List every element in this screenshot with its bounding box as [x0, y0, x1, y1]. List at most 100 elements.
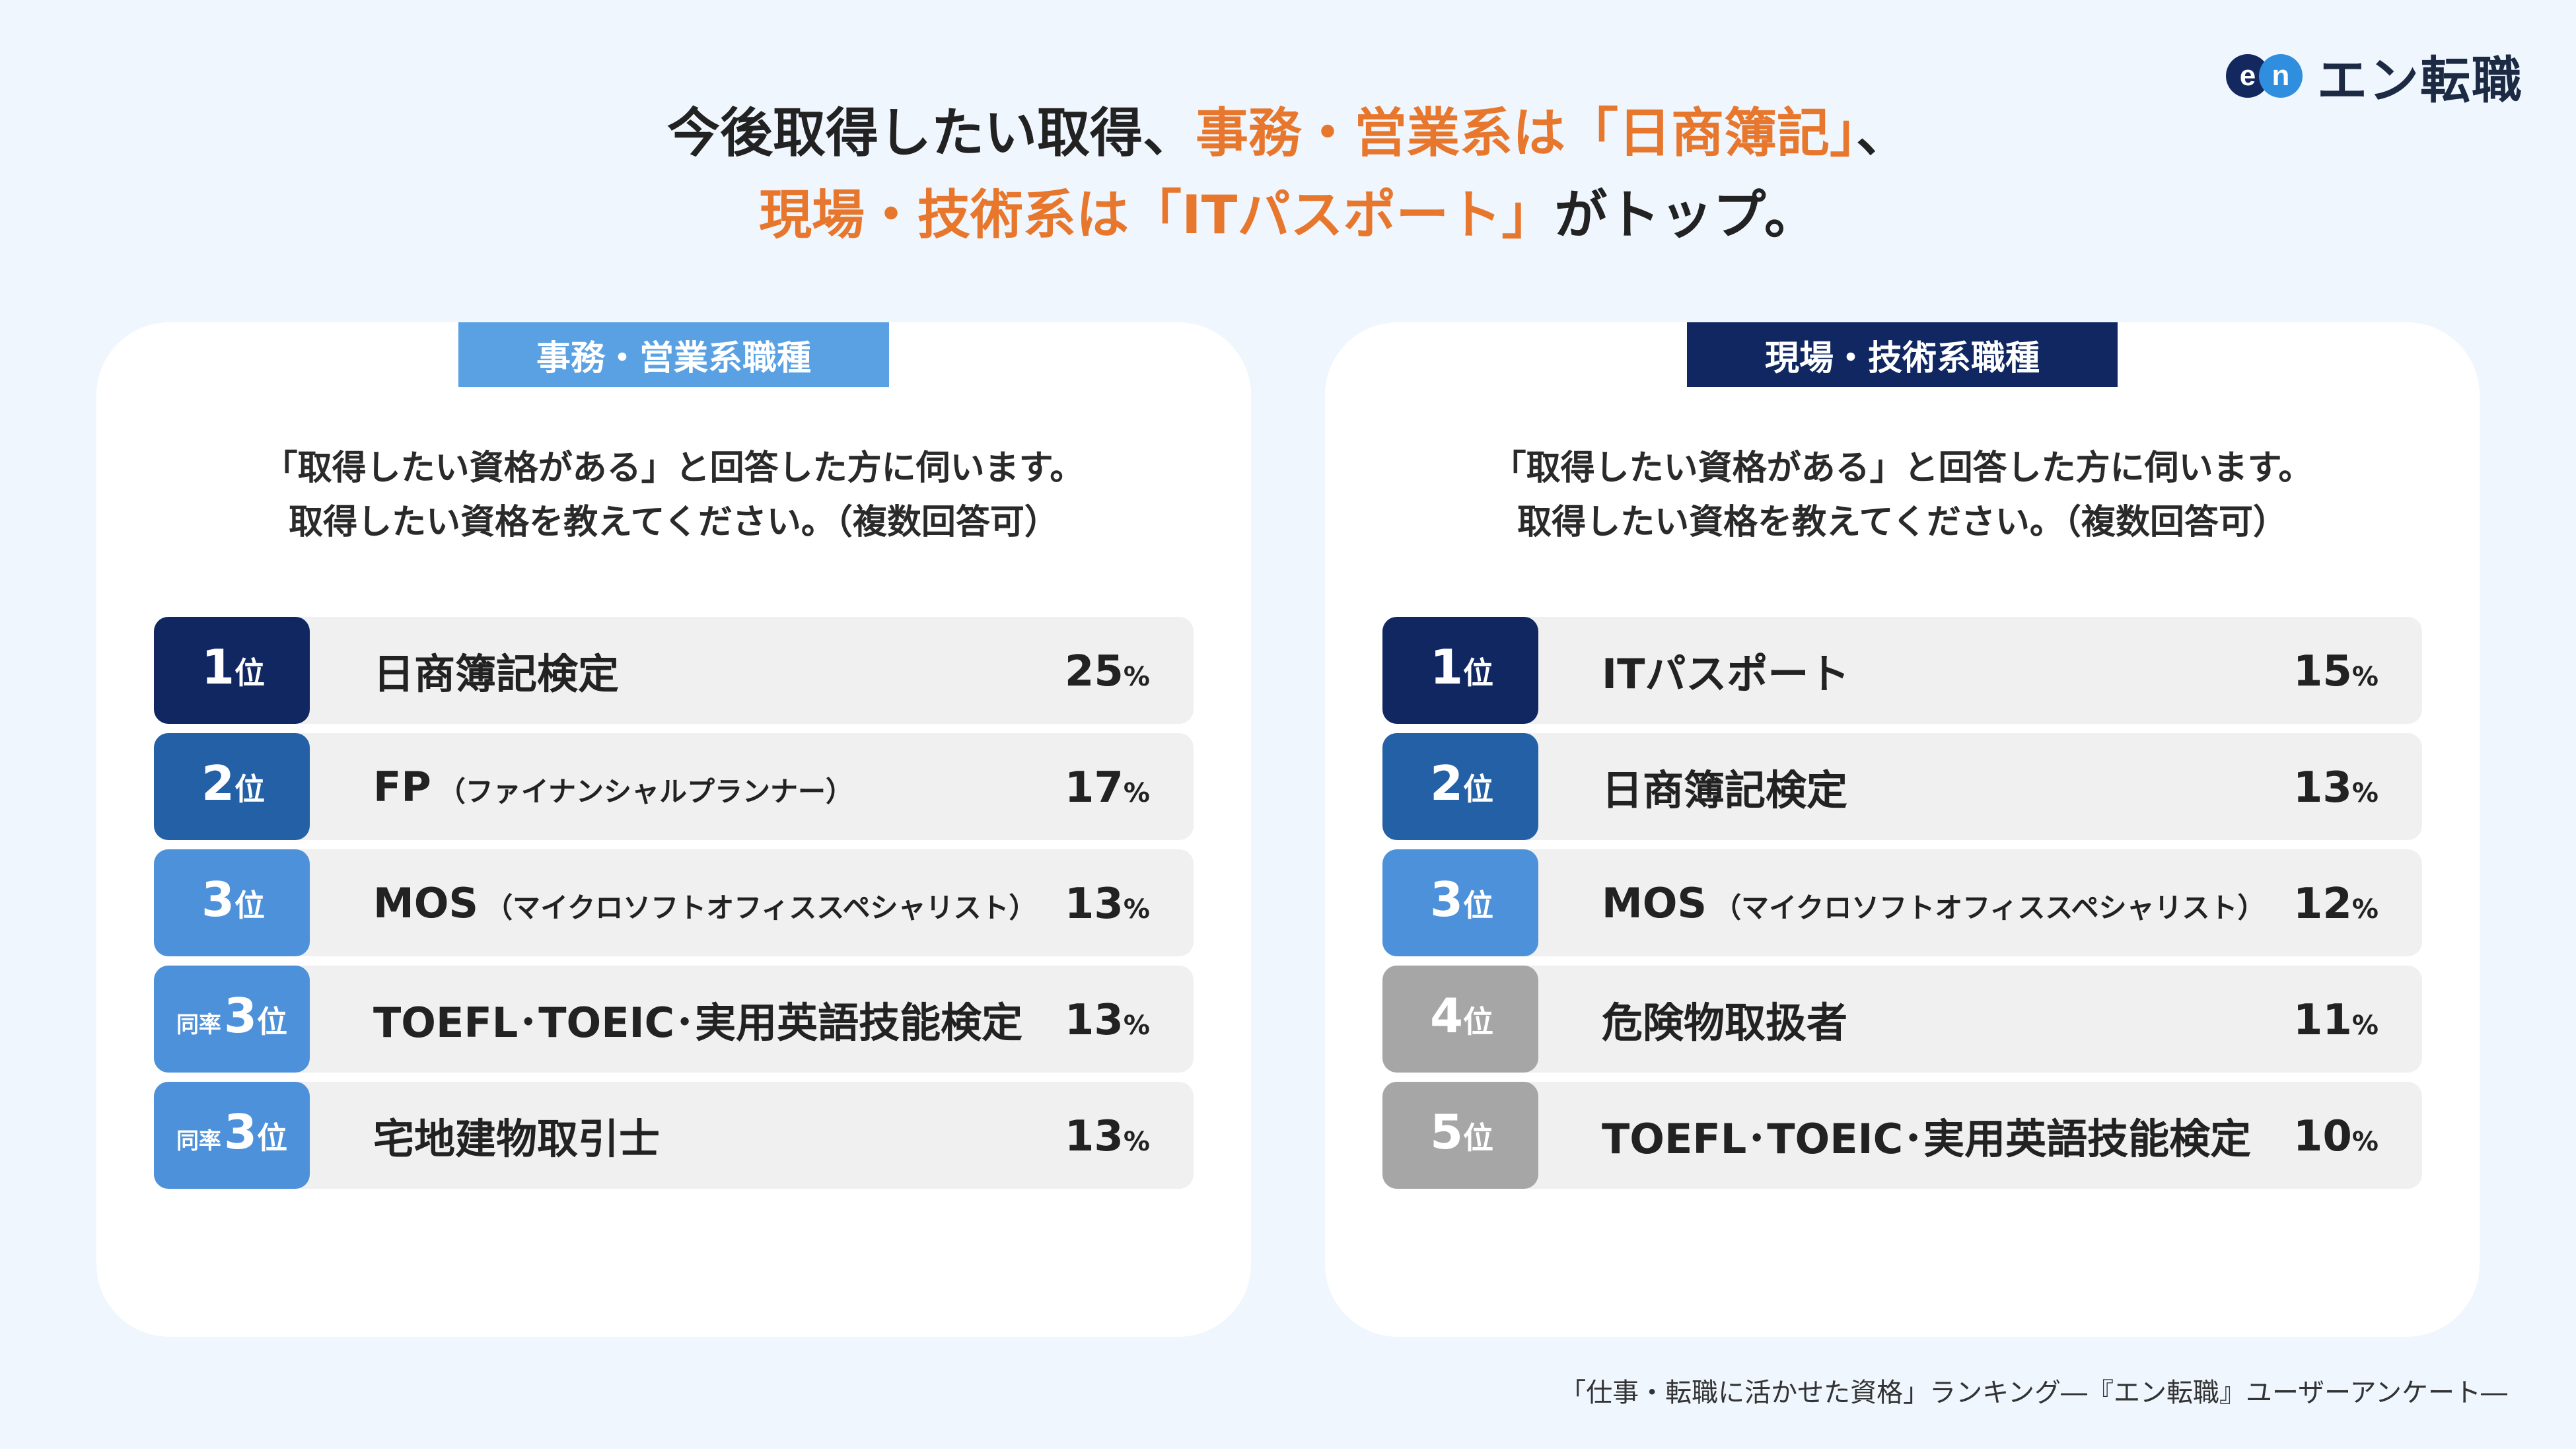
percentage-value: 13	[1064, 1112, 1124, 1161]
percentage: 11%	[2293, 996, 2379, 1045]
rank-suffix: 位	[1463, 1120, 1494, 1156]
qualification-name: 宅地建物取引士	[373, 1106, 666, 1165]
percentage: 17%	[1065, 763, 1150, 812]
ranking-row: 同率 3 位 宅地建物取引士 13%	[154, 1082, 1194, 1189]
headline-part: 、	[1856, 102, 1909, 164]
percentage-value: 13	[1064, 996, 1124, 1045]
rank-tie-label: 同率	[176, 1128, 221, 1154]
qualification-main: MOS	[1602, 878, 1707, 927]
qualification-name: TOEFL･TOEIC･実用英語技能検定	[1602, 1106, 2258, 1165]
rank-number: 3	[201, 872, 235, 927]
source-note: 「仕事・転職に活かせた資格」ランキング―『エン転職』ユーザーアンケート―	[1559, 1378, 2507, 1408]
en-tenshoku-logo: e n エン転職	[2226, 40, 2523, 112]
percentage-unit: %	[1123, 662, 1150, 692]
percentage-value: 13	[2293, 763, 2352, 812]
panel-tag: 現場・技術系職種	[1687, 322, 2118, 387]
percentage-value: 10	[2293, 1112, 2352, 1161]
qualification-sub: （マイクロソフトオフィススペシャリスト）	[485, 891, 1037, 924]
rank-number: 1	[1429, 639, 1464, 695]
qualification-name: TOEFL･TOEIC･実用英語技能検定	[373, 989, 1029, 1049]
rank-suffix: 位	[234, 771, 266, 807]
qualification-name: FP （ファイナンシャルプランナー）	[373, 763, 853, 811]
rank-suffix: 位	[257, 1004, 288, 1040]
qualification-name: ITパスポート	[1602, 641, 1856, 700]
question-line: 「取得したい資格がある」と回答した方に伺います。	[263, 448, 1085, 488]
rank-suffix: 位	[257, 1120, 288, 1156]
percentage: 12%	[2293, 880, 2379, 929]
percentage-value: 13	[1064, 880, 1124, 929]
headline: 今後取得したい取得、事務・営業系は「日商簿記」、 現場・技術系は「ITパスポート…	[0, 92, 2576, 256]
rank-suffix: 位	[234, 888, 266, 923]
question-line: 取得したい資格を教えてください。（複数回答可）	[1517, 503, 2287, 542]
rank-suffix: 位	[1463, 888, 1494, 923]
qualification-main: 日商簿記検定	[373, 650, 620, 698]
percentage-unit: %	[2351, 1010, 2379, 1041]
survey-question: 「取得したい資格がある」と回答した方に伺います。 取得したい資格を教えてください…	[96, 441, 1251, 549]
rank-badge: 同率 3 位	[154, 966, 310, 1073]
percentage-value: 17	[1064, 763, 1124, 812]
headline-part: 今後取得したい取得、	[667, 102, 1196, 164]
percentage: 13%	[1065, 880, 1150, 929]
qualification-name: 日商簿記検定	[373, 641, 626, 700]
qualification-name: MOS （マイクロソフトオフィススペシャリスト）	[1602, 879, 2265, 927]
percentage: 15%	[2293, 647, 2379, 696]
percentage: 13%	[1065, 1112, 1150, 1161]
rank-suffix: 位	[1463, 771, 1494, 807]
rank-tie-label: 同率	[176, 1012, 221, 1038]
rank-number: 2	[201, 756, 235, 811]
qualification-name: MOS （マイクロソフトオフィススペシャリスト）	[373, 879, 1036, 927]
panel-field-technical: 現場・技術系職種 「取得したい資格がある」と回答した方に伺います。 取得したい資…	[1325, 322, 2480, 1337]
qualification-name: 危険物取扱者	[1602, 989, 1854, 1049]
percentage-value: 15	[2293, 647, 2352, 696]
percentage: 13%	[1065, 996, 1150, 1045]
qualification-main: TOEFL･TOEIC･実用英語技能検定	[1602, 1115, 2252, 1163]
percentage-unit: %	[1123, 894, 1150, 925]
qualification-main: FP	[373, 762, 431, 811]
headline-line-2: 現場・技術系は「ITパスポート」がトップ。	[0, 174, 2576, 256]
rank-number: 3	[1429, 872, 1464, 927]
qualification-name: 日商簿記検定	[1602, 757, 1854, 816]
panel-tag: 事務・営業系職種	[458, 322, 889, 387]
qualification-main: ITパスポート	[1602, 650, 1850, 698]
percentage-value: 12	[2293, 880, 2352, 929]
rank-suffix: 位	[1463, 1004, 1494, 1040]
logo-text: エン転職	[2317, 51, 2523, 110]
qualification-main: 危険物取扱者	[1602, 999, 1848, 1047]
percentage: 13%	[2293, 763, 2379, 812]
percentage: 10%	[2293, 1112, 2379, 1161]
logo-mark-n: n	[2259, 54, 2303, 98]
rank-number: 1	[201, 639, 235, 695]
percentage-unit: %	[2351, 1127, 2379, 1157]
percentage-unit: %	[2351, 662, 2379, 692]
percentage-value: 11	[2293, 996, 2352, 1045]
question-line: 取得したい資格を教えてください。（複数回答可）	[289, 503, 1059, 542]
survey-question: 「取得したい資格がある」と回答した方に伺います。 取得したい資格を教えてください…	[1325, 441, 2480, 549]
logo-mark-icon: e n	[2226, 54, 2305, 98]
qualification-main: 宅地建物取引士	[373, 1115, 661, 1163]
qualification-main: TOEFL･TOEIC･実用英語技能検定	[373, 999, 1023, 1047]
ranking-row: 同率 3 位 TOEFL･TOEIC･実用英語技能検定 13%	[154, 966, 1194, 1073]
rank-suffix: 位	[234, 655, 266, 691]
percentage-unit: %	[1123, 1010, 1150, 1041]
percentage-unit: %	[2351, 778, 2379, 808]
rank-number: 3	[223, 988, 258, 1043]
percentage-unit: %	[1123, 1127, 1150, 1157]
qualification-main: 日商簿記検定	[1602, 766, 1848, 814]
percentage: 25%	[1065, 647, 1150, 696]
qualification-main: MOS	[373, 878, 479, 927]
